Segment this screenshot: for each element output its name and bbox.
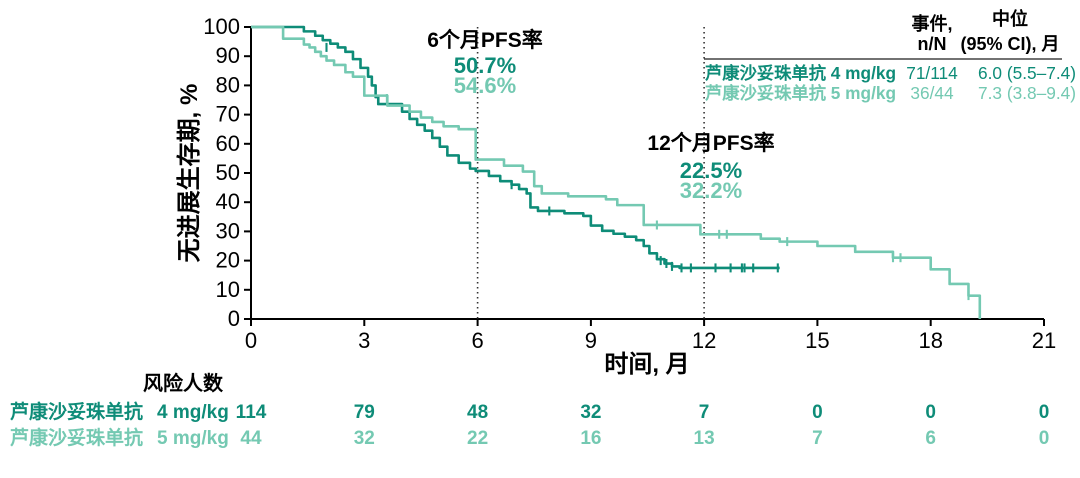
svg-text:90: 90 xyxy=(216,43,240,68)
svg-text:3: 3 xyxy=(358,328,370,353)
svg-text:6.0 (5.5–7.4): 6.0 (5.5–7.4) xyxy=(978,63,1076,83)
svg-text:30: 30 xyxy=(216,218,240,243)
svg-text:芦康沙妥珠单抗: 芦康沙妥珠单抗 xyxy=(10,400,143,423)
svg-text:7.3 (3.8–9.4): 7.3 (3.8–9.4) xyxy=(978,83,1076,103)
svg-text:0: 0 xyxy=(925,402,936,423)
svg-text:71/114: 71/114 xyxy=(906,63,958,83)
svg-text:0: 0 xyxy=(228,306,240,331)
svg-text:12: 12 xyxy=(692,328,716,353)
svg-text:70: 70 xyxy=(216,102,240,127)
svg-text:6个月PFS率: 6个月PFS率 xyxy=(427,28,543,52)
svg-text:21: 21 xyxy=(1032,328,1056,353)
svg-text:32: 32 xyxy=(580,402,601,423)
svg-text:无进展生存期, %: 无进展生存期, % xyxy=(176,84,203,263)
svg-text:(95% CI), 月: (95% CI), 月 xyxy=(960,34,1059,54)
svg-text:48: 48 xyxy=(467,402,488,423)
svg-text:32.2%: 32.2% xyxy=(680,178,742,203)
svg-text:100: 100 xyxy=(203,14,240,39)
svg-text:6: 6 xyxy=(471,328,483,353)
svg-text:16: 16 xyxy=(580,428,601,449)
svg-text:10: 10 xyxy=(216,277,240,302)
svg-text:50: 50 xyxy=(216,160,240,185)
svg-text:芦康沙妥珠单抗: 芦康沙妥珠单抗 xyxy=(10,426,143,449)
svg-text:风险人数: 风险人数 xyxy=(143,371,224,395)
svg-text:6: 6 xyxy=(925,428,936,449)
svg-text:40: 40 xyxy=(216,189,240,214)
svg-text:44: 44 xyxy=(240,428,262,449)
svg-text:80: 80 xyxy=(216,72,240,97)
svg-text:0: 0 xyxy=(1039,428,1050,449)
svg-text:0: 0 xyxy=(1039,402,1050,423)
svg-text:芦康沙妥珠单抗 4 mg/kg: 芦康沙妥珠单抗 4 mg/kg xyxy=(705,63,896,83)
svg-text:9: 9 xyxy=(585,328,597,353)
svg-text:54.6%: 54.6% xyxy=(454,73,516,98)
svg-text:时间, 月: 时间, 月 xyxy=(604,351,689,378)
svg-text:12个月PFS率: 12个月PFS率 xyxy=(647,131,774,155)
svg-text:60: 60 xyxy=(216,131,240,156)
svg-text:36/44: 36/44 xyxy=(910,83,954,103)
svg-text:18: 18 xyxy=(918,328,942,353)
svg-text:0: 0 xyxy=(812,402,823,423)
svg-text:7: 7 xyxy=(699,402,710,423)
svg-text:13: 13 xyxy=(694,428,715,449)
svg-text:事件,: 事件, xyxy=(911,13,952,34)
svg-text:32: 32 xyxy=(354,428,375,449)
svg-text:中位: 中位 xyxy=(992,8,1028,29)
svg-text:芦康沙妥珠单抗 5 mg/kg: 芦康沙妥珠单抗 5 mg/kg xyxy=(705,83,896,103)
svg-text:22: 22 xyxy=(467,428,488,449)
svg-text:5 mg/kg: 5 mg/kg xyxy=(157,428,229,449)
svg-text:0: 0 xyxy=(245,328,257,353)
svg-text:20: 20 xyxy=(216,248,240,273)
svg-text:n/N: n/N xyxy=(918,34,947,54)
svg-text:79: 79 xyxy=(354,402,375,423)
svg-text:7: 7 xyxy=(812,428,823,449)
svg-text:4 mg/kg: 4 mg/kg xyxy=(157,402,229,423)
svg-text:114: 114 xyxy=(236,402,267,423)
svg-text:15: 15 xyxy=(805,328,829,353)
